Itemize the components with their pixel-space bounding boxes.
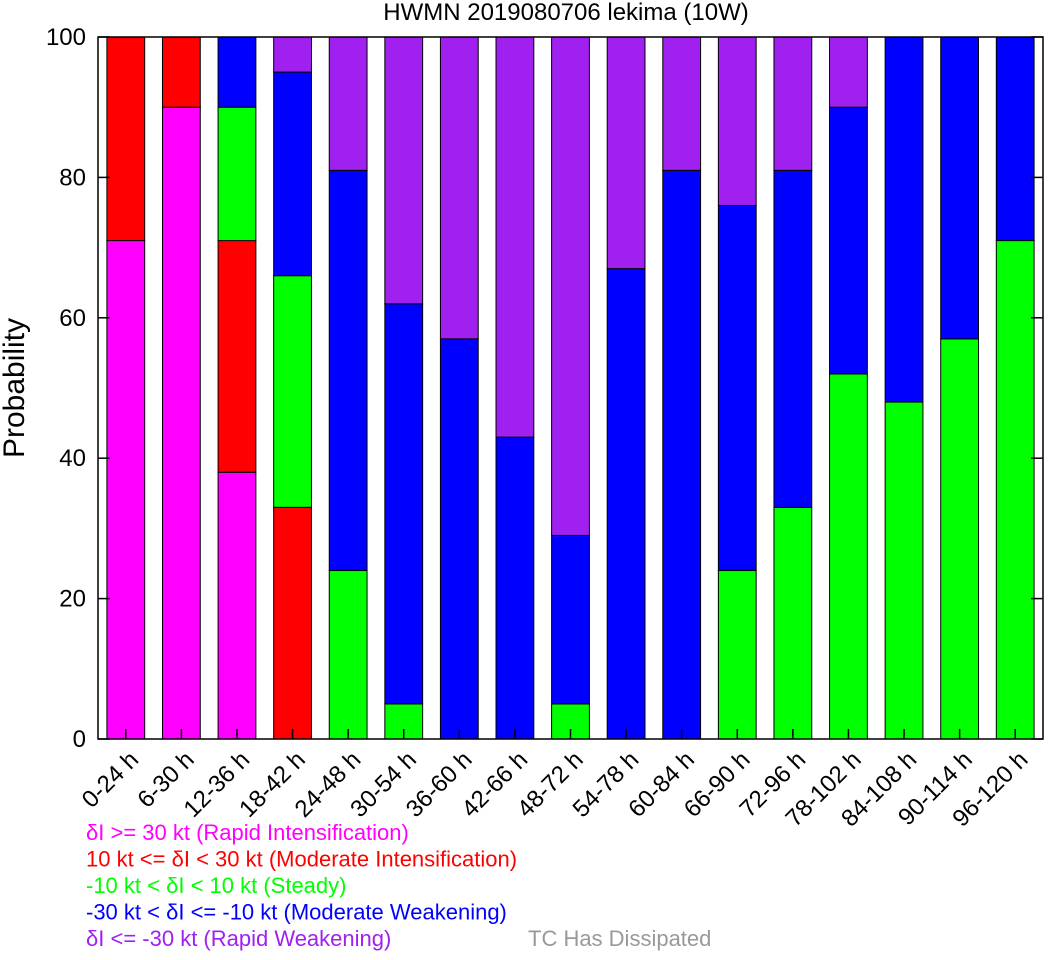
bar-segment-2-3 <box>217 36 257 108</box>
bar-segment-4-4 <box>328 36 368 171</box>
y-tick-label-100: 100 <box>46 24 86 51</box>
bar-segment-6-4 <box>439 36 479 340</box>
bar-segment-4-3 <box>328 169 368 572</box>
bar-segment-13-2 <box>829 373 868 740</box>
bar-segment-15-2 <box>940 338 980 740</box>
y-tick-label-40: 40 <box>59 445 86 472</box>
bar-segment-3-3 <box>273 71 312 277</box>
bar-segment-7-3 <box>495 436 535 740</box>
bar-segment-1-1 <box>161 36 201 108</box>
bar-segment-0-1 <box>106 36 146 242</box>
bar-segment-14-2 <box>884 401 924 740</box>
legend-entry-5: TC Has Dissipated <box>528 926 711 951</box>
bar-segment-14-3 <box>884 36 924 403</box>
bar-segment-7-4 <box>495 36 535 438</box>
bar-segment-2-2 <box>217 106 257 242</box>
bar-segment-10-4 <box>662 36 702 171</box>
bar-segment-16-2 <box>995 240 1035 740</box>
bar-segment-8-3 <box>551 534 590 705</box>
bar-segment-1-0 <box>161 106 201 740</box>
bar-segment-2-0 <box>217 471 257 740</box>
bar-segment-9-4 <box>606 36 646 270</box>
bar-segment-5-3 <box>384 303 424 705</box>
legend-entry-1: 10 kt <= δI < 30 kt (Moderate Intensific… <box>86 847 517 872</box>
bar-segment-13-3 <box>829 106 868 375</box>
bar-segment-2-1 <box>217 240 257 473</box>
legend-entry-0: δI >= 30 kt (Rapid Intensification) <box>86 820 409 845</box>
y-tick-label-80: 80 <box>59 164 86 191</box>
bar-segment-3-1 <box>273 506 312 740</box>
bar-segment-11-3 <box>717 204 757 572</box>
bar-segment-6-3 <box>439 338 479 740</box>
bar-segment-13-4 <box>829 36 868 108</box>
x-tick-label-0: 0-24 h <box>77 746 144 813</box>
bar-segment-3-4 <box>273 36 312 73</box>
bar-segment-12-2 <box>773 506 813 740</box>
y-axis-label: Probability <box>0 318 31 458</box>
legend-entry-4: δI <= -30 kt (Rapid Weakening) <box>86 926 391 951</box>
bar-segment-16-3 <box>995 36 1035 242</box>
y-tick-label-20: 20 <box>59 586 86 613</box>
bar-segment-8-4 <box>551 36 590 536</box>
bar-segment-12-4 <box>773 36 813 171</box>
bar-segment-12-3 <box>773 169 813 508</box>
x-axis: 0-24 h6-30 h12-36 h18-42 h24-48 h30-54 h… <box>77 729 1033 832</box>
y-axis: 0 20 40 60 80 100 <box>46 24 1043 753</box>
bar-segment-11-4 <box>717 36 757 206</box>
bar-segment-3-2 <box>273 275 312 508</box>
bar-segment-9-3 <box>606 268 646 740</box>
y-tick-label-60: 60 <box>59 305 86 332</box>
legend: δI >= 30 kt (Rapid Intensification)10 kt… <box>86 820 711 951</box>
y-tick-label-0: 0 <box>73 726 86 753</box>
bar-segment-0-0 <box>106 240 146 740</box>
bar-segment-10-3 <box>662 169 702 740</box>
legend-entry-2: -10 kt < δI < 10 kt (Steady) <box>86 873 346 898</box>
bar-segment-11-2 <box>717 570 757 740</box>
bar-segment-15-3 <box>940 36 980 340</box>
bars-group <box>106 36 1035 740</box>
legend-entry-3: -30 kt < δI <= -10 kt (Moderate Weakenin… <box>86 900 507 925</box>
bar-segment-4-2 <box>328 570 368 740</box>
chart-title: HWMN 2019080706 lekima (10W) <box>383 0 748 26</box>
bar-segment-5-4 <box>384 36 424 305</box>
